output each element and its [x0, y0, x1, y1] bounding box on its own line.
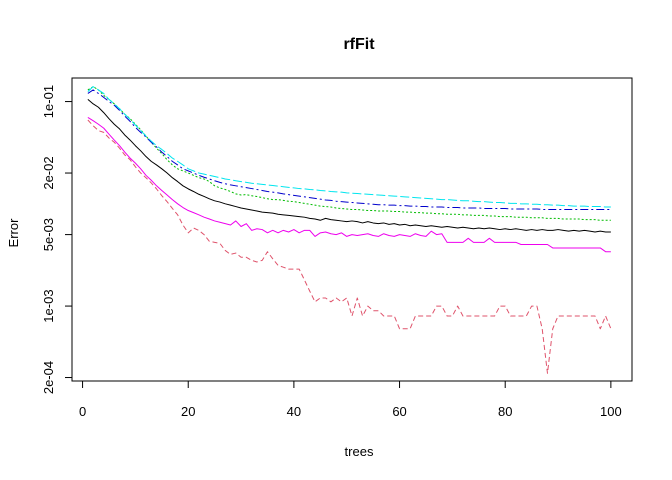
y-tick-label: 1e-01 — [41, 85, 56, 118]
x-tick-label: 20 — [181, 404, 195, 419]
x-tick-label: 60 — [392, 404, 406, 419]
x-axis-title: trees — [345, 444, 374, 459]
series-layer — [87, 86, 612, 374]
y-tick-label: 2e-02 — [41, 156, 56, 189]
series-line-2 — [87, 119, 612, 374]
y-axis-title: Error — [6, 218, 21, 248]
series-line-4 — [87, 89, 611, 210]
chart-title: rfFit — [343, 36, 375, 53]
plot-frame — [71, 77, 633, 382]
y-tick-label: 2e-04 — [41, 361, 56, 394]
y-tick-label: 5e-03 — [41, 218, 56, 251]
x-tick-label: 80 — [498, 404, 512, 419]
series-line-3 — [87, 86, 611, 221]
y-axis: 1e-01 2e-02 5e-03 1e-03 2e-04 — [41, 85, 73, 394]
y-tick-label: 1e-03 — [41, 289, 56, 322]
series-line-5 — [87, 86, 611, 208]
x-tick-label: 40 — [287, 404, 301, 419]
series-line-6 — [87, 116, 611, 253]
x-tick-label: 100 — [600, 404, 622, 419]
x-axis: 0 20 40 60 80 100 — [79, 380, 622, 419]
x-tick-label: 0 — [79, 404, 86, 419]
series-line-1 — [87, 99, 611, 233]
